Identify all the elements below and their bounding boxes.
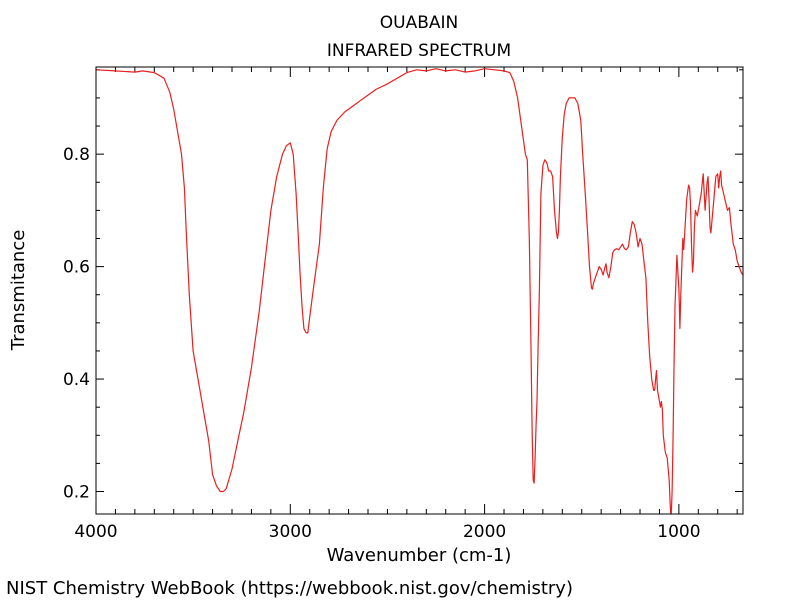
y-tick-label: 0.2 — [63, 483, 90, 503]
y-tick-label: 0.6 — [63, 258, 90, 278]
x-tick-label: 2000 — [463, 522, 506, 542]
x-axis-label: Wavenumber (cm-1) — [327, 545, 512, 566]
x-tick-label: 4000 — [74, 522, 117, 542]
y-tick-label: 0.4 — [63, 370, 90, 390]
plot-frame — [95, 66, 744, 515]
chart-title: OUABAIN — [380, 13, 458, 33]
x-tick-label: 1000 — [657, 522, 700, 542]
axis-tick-labels: 4000 3000 2000 1000 0.2 0.4 0.6 0.8 — [63, 145, 701, 542]
chart-subtitle: INFRARED SPECTRUM — [327, 41, 511, 61]
spectrum-line — [96, 68, 743, 514]
y-axis-label: Transmitance — [8, 230, 29, 352]
x-tick-label: 3000 — [269, 522, 312, 542]
y-tick-label: 0.8 — [63, 145, 90, 165]
source-credit: NIST Chemistry WebBook (https://webbook.… — [6, 578, 573, 599]
